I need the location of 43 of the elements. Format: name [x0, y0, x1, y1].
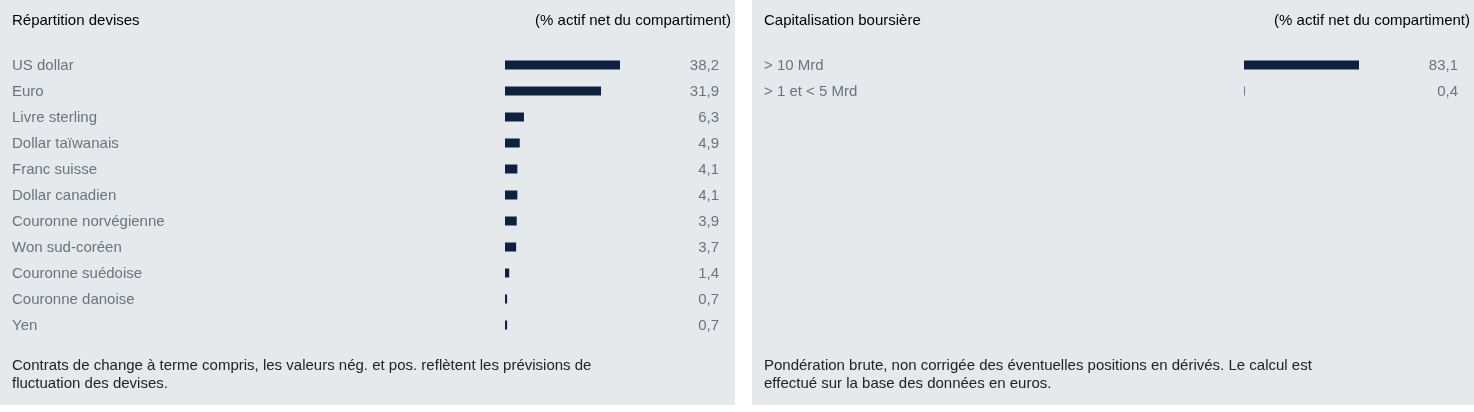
bar — [505, 86, 602, 96]
bar — [505, 138, 520, 148]
bar — [505, 112, 524, 122]
bar — [505, 60, 620, 70]
y-tick-label: Dollar taïwanais — [12, 134, 119, 151]
y-tick-label: Euro — [12, 82, 44, 99]
data-label: 83,1 — [1428, 56, 1458, 73]
data-label: 0,7 — [698, 290, 719, 307]
data-label: 3,9 — [698, 212, 719, 229]
y-tick-label: > 1 et < 5 Mrd — [764, 82, 858, 99]
bar — [505, 216, 517, 226]
y-tick-label: Couronne norvégienne — [12, 212, 165, 229]
bar — [505, 268, 510, 278]
bar — [505, 320, 508, 330]
data-label: 38,2 — [689, 56, 719, 73]
text: Contrats de change à terme compris, les valeurs nég. et pos. reflètent les prévisions de fluctuation des devises. — [12, 356, 592, 391]
chart-subtitle: (% actif net du compartiment) — [1274, 11, 1470, 28]
text: Répartition devises — [12, 11, 140, 28]
bar — [505, 190, 518, 200]
data-label: 0,7 — [698, 316, 719, 333]
data-label: 6,3 — [698, 108, 719, 125]
y-tick-label: Livre sterling — [12, 108, 98, 125]
bar — [505, 242, 517, 252]
y-tick-label: Yen — [12, 316, 38, 333]
y-tick-label: Franc suisse — [12, 160, 98, 177]
data-label: 4,9 — [698, 134, 719, 151]
y-tick-label: Couronne danoise — [12, 290, 135, 307]
text: Pondération brute, non corrigée des éventuelles positions en dérivés. Le calcul est effectué sur la base des données en euros. — [764, 356, 1313, 391]
y-tick-label: > 10 Mrd — [764, 56, 824, 73]
data-label: 1,4 — [698, 264, 719, 281]
data-label: 4,1 — [698, 186, 719, 203]
y-tick-label: Couronne suédoise — [12, 264, 143, 281]
chart-subtitle: (% actif net du compartiment) — [535, 11, 731, 28]
bar — [505, 294, 508, 304]
y-tick-label: US dollar — [12, 56, 74, 73]
data-label: 0,4 — [1437, 82, 1458, 99]
data-label: 3,7 — [698, 238, 719, 255]
text: Capitalisation boursière — [764, 11, 921, 28]
y-tick-label: Won sud-coréen — [12, 238, 122, 255]
data-label: 31,9 — [689, 82, 719, 99]
y-tick-label: Dollar canadien — [12, 186, 117, 203]
bar — [505, 164, 518, 174]
data-label: 4,1 — [698, 160, 719, 177]
